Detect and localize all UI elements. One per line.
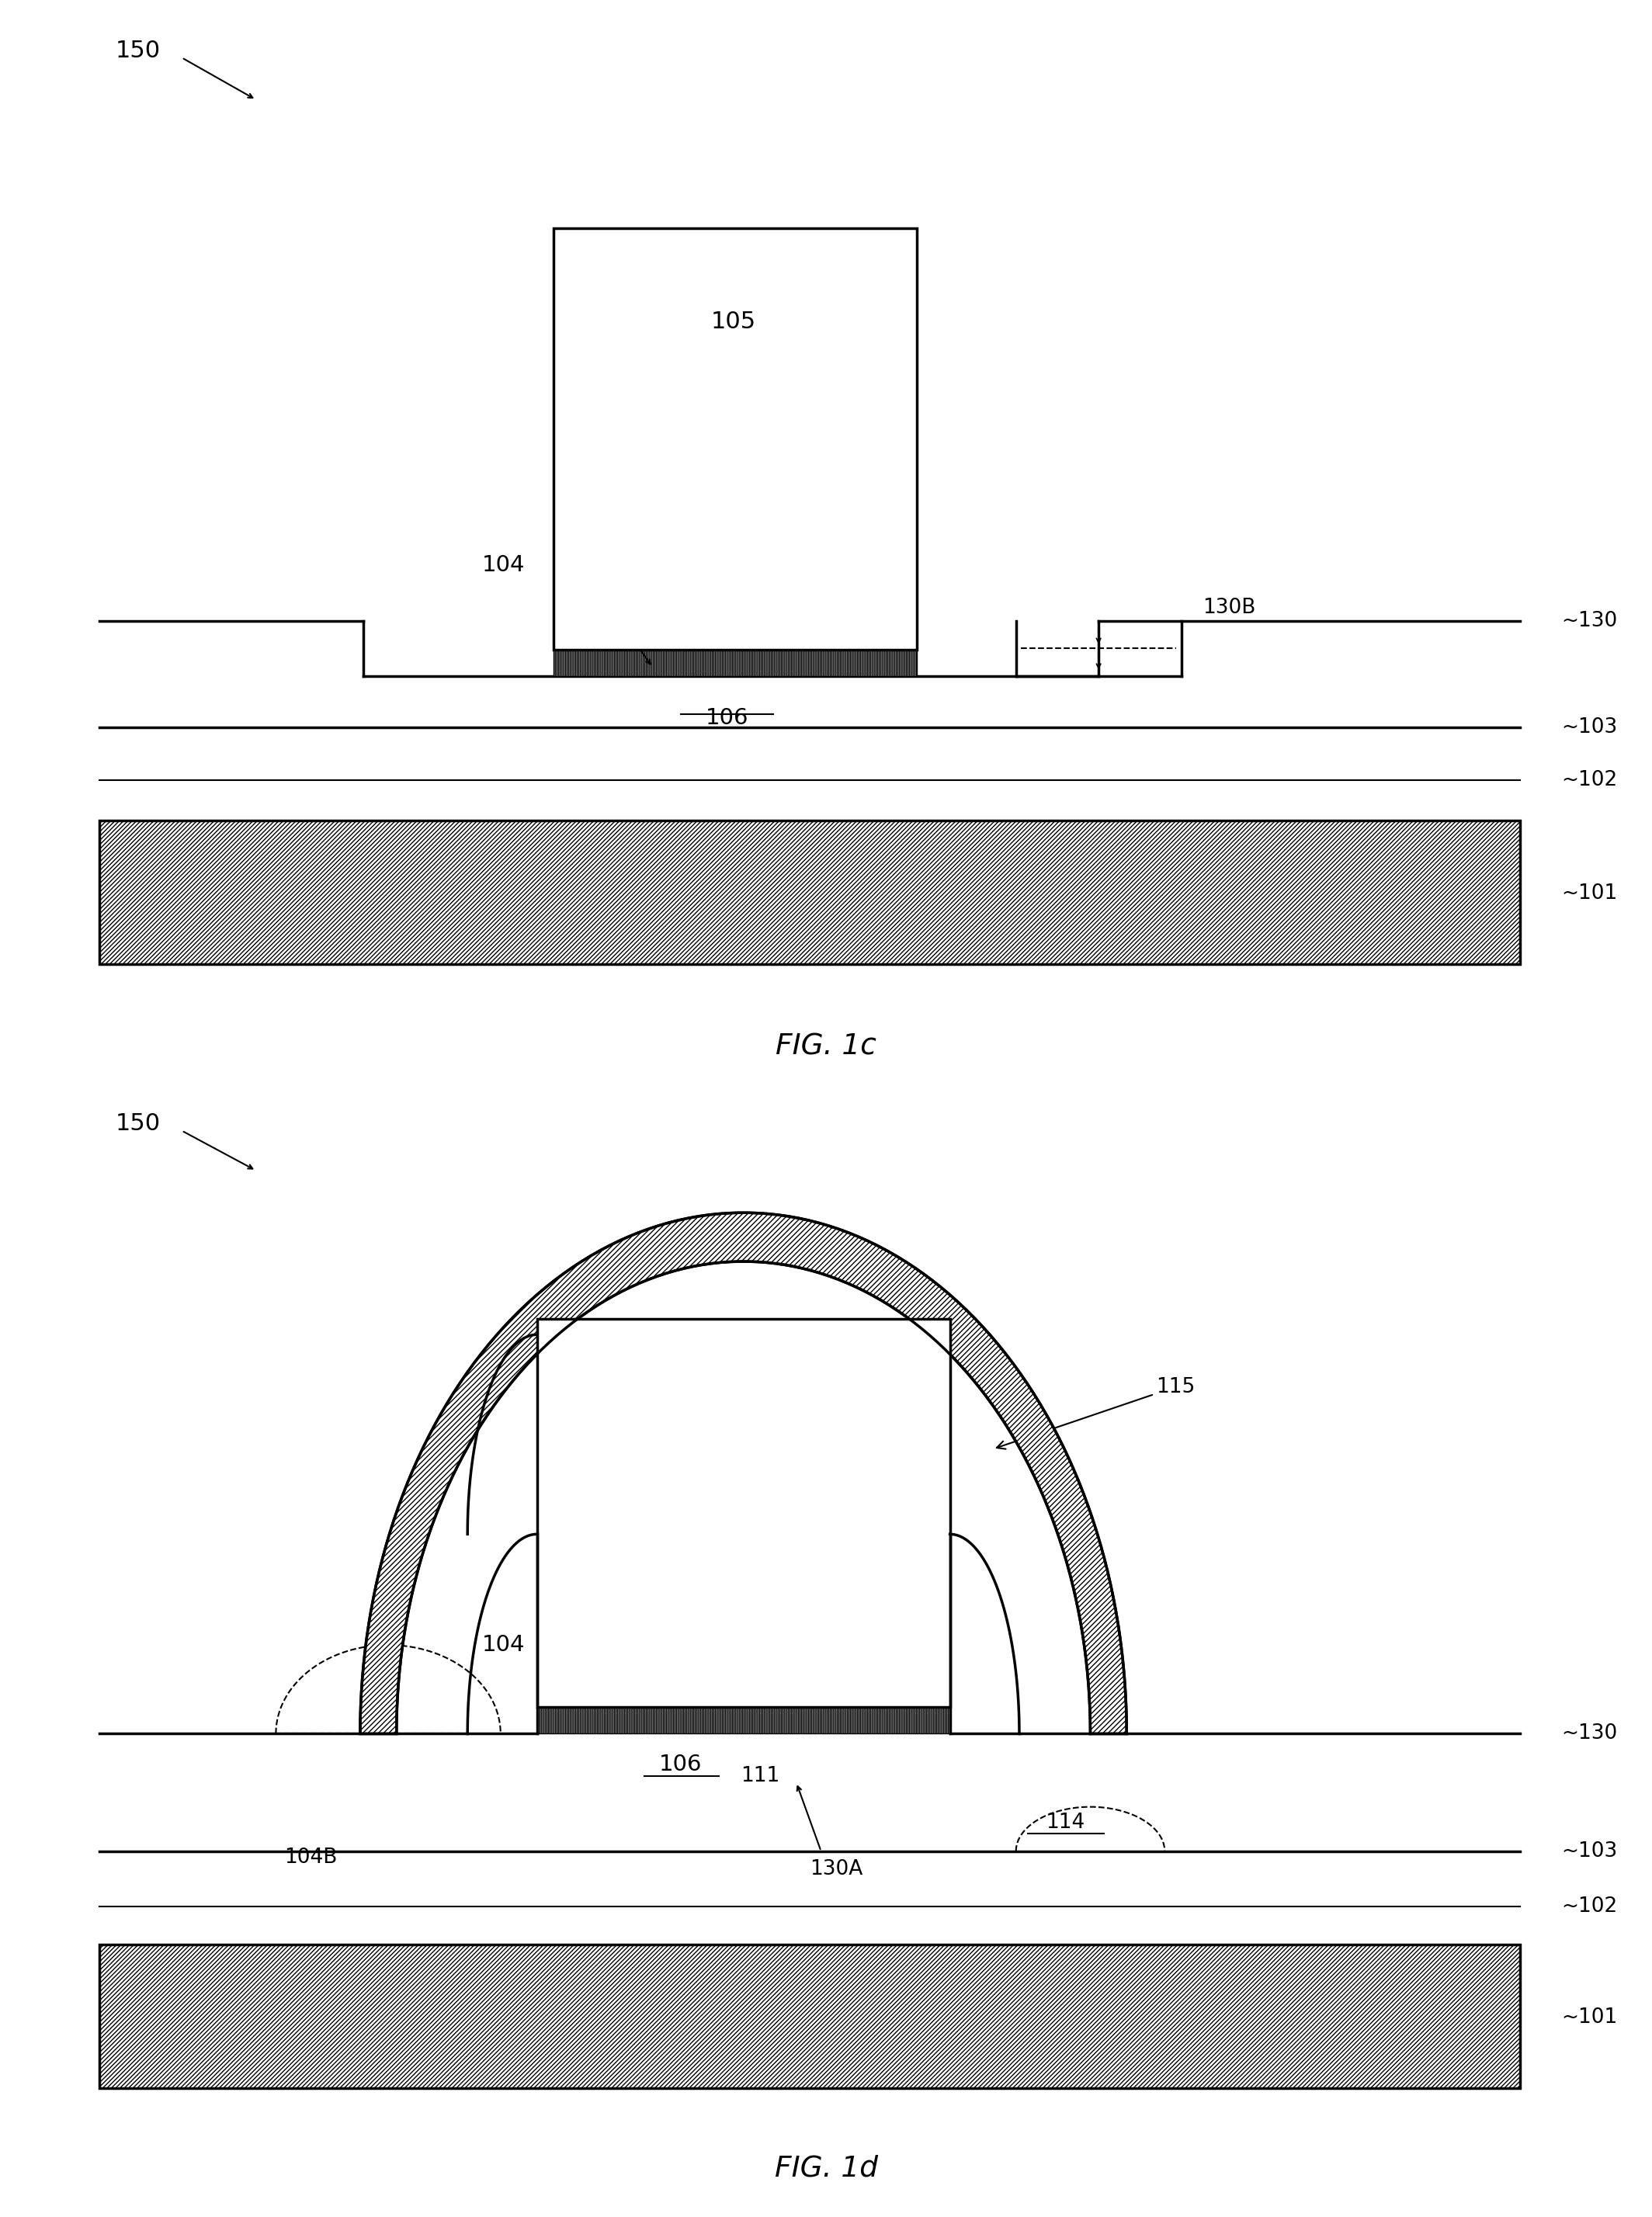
Text: 105: 105 <box>720 1443 767 1465</box>
Text: FIG. 1c: FIG. 1c <box>775 1033 877 1060</box>
Text: 130B: 130B <box>1203 596 1256 619</box>
Text: 104: 104 <box>482 1634 525 1656</box>
Text: 106: 106 <box>705 707 748 729</box>
Text: 104: 104 <box>482 554 525 576</box>
Text: ~101: ~101 <box>1561 2006 1617 2029</box>
Text: 104B: 104B <box>284 1847 337 1869</box>
Bar <box>553 650 917 676</box>
Text: ~103: ~103 <box>1561 716 1617 738</box>
Text: FIG. 1d: FIG. 1d <box>775 2155 877 2182</box>
Bar <box>537 1707 950 1734</box>
Text: 106: 106 <box>659 1754 702 1776</box>
Text: ~102: ~102 <box>1561 1896 1617 1918</box>
Text: 150: 150 <box>116 1113 160 1135</box>
Text: ~103: ~103 <box>1561 1840 1617 1862</box>
Text: 114: 114 <box>1046 1811 1085 1833</box>
Text: 111: 111 <box>740 1765 780 1787</box>
Bar <box>537 1319 950 1707</box>
Text: ~101: ~101 <box>1561 882 1617 905</box>
Text: 115: 115 <box>996 1377 1196 1450</box>
Text: 150: 150 <box>116 40 160 62</box>
Text: 130A: 130A <box>809 1858 862 1880</box>
Bar <box>99 1944 1520 2088</box>
Text: ~130: ~130 <box>1561 610 1617 632</box>
Polygon shape <box>360 1213 1127 1734</box>
Text: 105: 105 <box>710 310 757 333</box>
Bar <box>99 820 1520 964</box>
Bar <box>553 228 917 650</box>
Text: ~102: ~102 <box>1561 769 1617 791</box>
Text: ~130: ~130 <box>1561 1723 1617 1745</box>
